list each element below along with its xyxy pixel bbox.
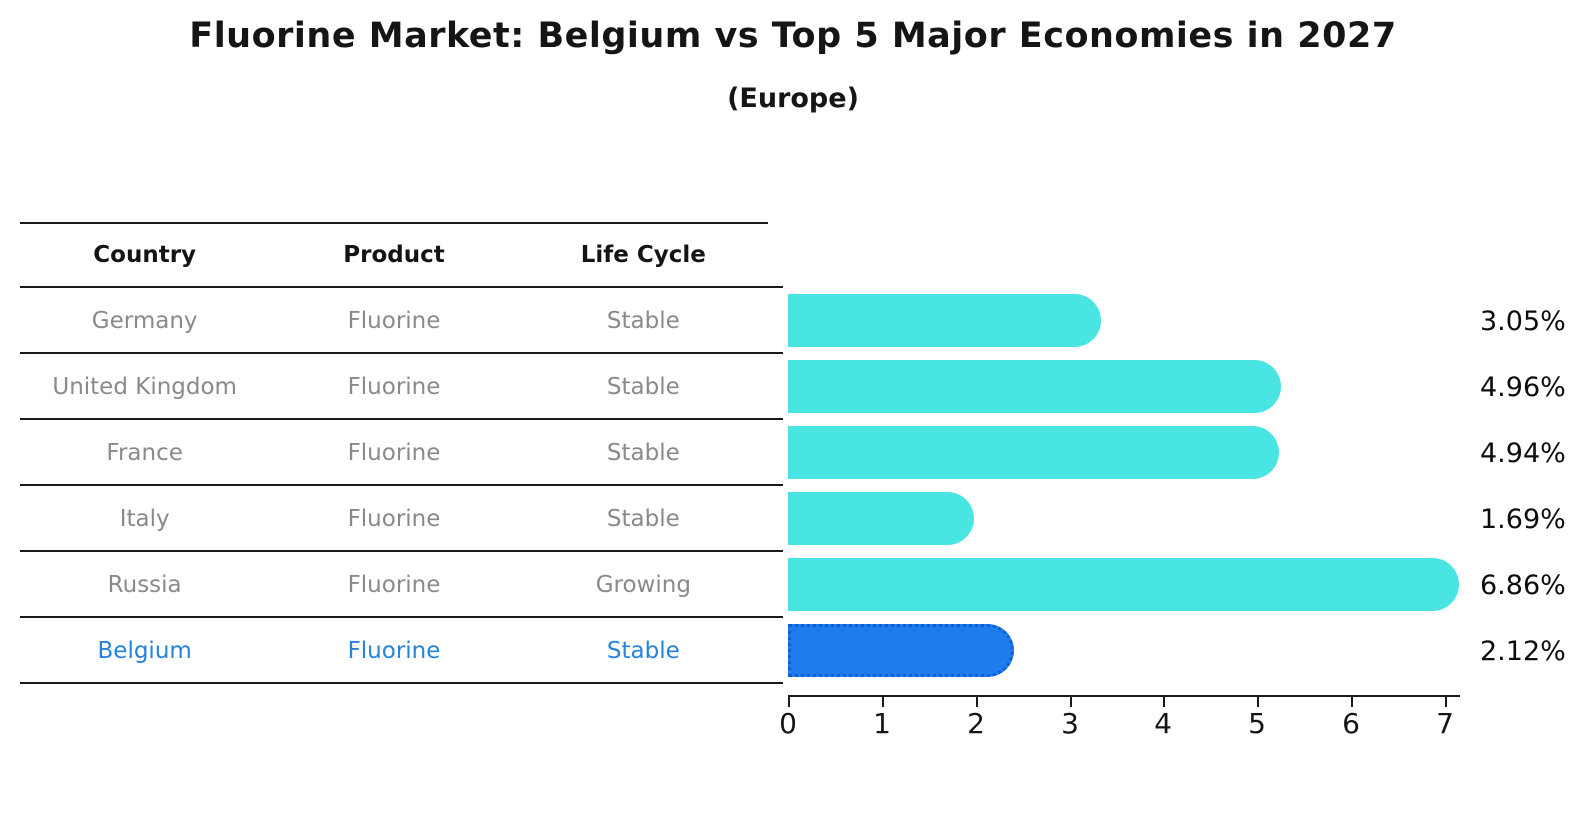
table-row-italy: Italy Fluorine Stable xyxy=(20,484,768,550)
lifecycle-cell: Stable xyxy=(606,638,680,664)
table-row-russia: Russia Fluorine Growing xyxy=(20,550,768,616)
lifecycle-cell: Stable xyxy=(606,308,680,334)
value-label-united-kingdom: 4.96% xyxy=(1480,371,1566,403)
country-cell: Italy xyxy=(119,506,170,532)
value-label-germany: 3.05% xyxy=(1480,305,1566,337)
table-row-germany: Germany Fluorine Stable xyxy=(20,286,768,352)
bar-belgium xyxy=(788,624,1014,677)
y-axis-tick xyxy=(764,616,783,618)
bar-italy xyxy=(788,492,974,545)
y-axis-tick xyxy=(764,352,783,354)
data-table: Country Product Life Cycle Germany Fluor… xyxy=(20,222,768,684)
x-axis-tick xyxy=(1257,695,1259,707)
bar-russia xyxy=(788,558,1459,611)
x-axis-tick-label: 7 xyxy=(1436,707,1454,740)
value-label-russia: 6.86% xyxy=(1480,569,1566,601)
x-axis-tick xyxy=(1445,695,1447,707)
table-row-france: France Fluorine Stable xyxy=(20,418,768,484)
product-cell: Fluorine xyxy=(347,572,441,598)
x-axis-tick-label: 6 xyxy=(1342,707,1360,740)
chart-title: Fluorine Market: Belgium vs Top 5 Major … xyxy=(189,16,1397,56)
country-cell: France xyxy=(106,440,183,466)
country-cell: Russia xyxy=(107,572,182,598)
column-header-product: Product xyxy=(343,242,445,268)
x-axis-tick xyxy=(1070,695,1072,707)
lifecycle-cell: Stable xyxy=(606,506,680,532)
country-cell: Germany xyxy=(91,308,198,334)
x-axis-tick-label: 2 xyxy=(967,707,985,740)
x-axis-tick xyxy=(788,695,790,707)
x-axis-tick xyxy=(1351,695,1353,707)
x-axis-tick xyxy=(1163,695,1165,707)
table-row-united-kingdom: United Kingdom Fluorine Stable xyxy=(20,352,768,418)
y-axis-tick xyxy=(764,418,783,420)
y-axis-tick xyxy=(764,286,783,288)
country-cell: Belgium xyxy=(97,638,192,664)
x-axis-tick-label: 1 xyxy=(873,707,891,740)
x-axis-tick-label: 5 xyxy=(1248,707,1266,740)
product-cell: Fluorine xyxy=(347,638,441,664)
product-cell: Fluorine xyxy=(347,308,441,334)
lifecycle-cell: Stable xyxy=(606,440,680,466)
bar-france xyxy=(788,426,1279,479)
value-label-france: 4.94% xyxy=(1480,437,1566,469)
x-axis-tick-label: 3 xyxy=(1061,707,1079,740)
product-cell: Fluorine xyxy=(347,506,441,532)
table-row-belgium: Belgium Fluorine Stable xyxy=(20,616,768,682)
table-bottom-line xyxy=(20,682,768,684)
product-cell: Fluorine xyxy=(347,440,441,466)
y-axis-tick xyxy=(764,484,783,486)
lifecycle-cell: Stable xyxy=(606,374,680,400)
column-header-country: Country xyxy=(93,242,197,268)
x-axis-tick-label: 4 xyxy=(1154,707,1172,740)
y-axis-tick xyxy=(764,550,783,552)
x-axis-tick-label: 0 xyxy=(779,707,797,740)
lifecycle-cell: Growing xyxy=(595,572,691,598)
chart-subtitle: (Europe) xyxy=(727,83,859,114)
product-cell: Fluorine xyxy=(347,374,441,400)
x-axis-line xyxy=(788,695,1460,697)
bar-united-kingdom xyxy=(788,360,1281,413)
country-cell: United Kingdom xyxy=(52,374,237,400)
column-header-lifecycle: Life Cycle xyxy=(580,242,706,268)
bar-germany xyxy=(788,294,1102,347)
value-label-belgium: 2.12% xyxy=(1480,635,1566,667)
x-axis-tick xyxy=(882,695,884,707)
x-axis-tick xyxy=(976,695,978,707)
value-label-italy: 1.69% xyxy=(1480,503,1566,535)
table-header-row: Country Product Life Cycle xyxy=(20,222,768,286)
y-axis-tick xyxy=(764,682,783,684)
